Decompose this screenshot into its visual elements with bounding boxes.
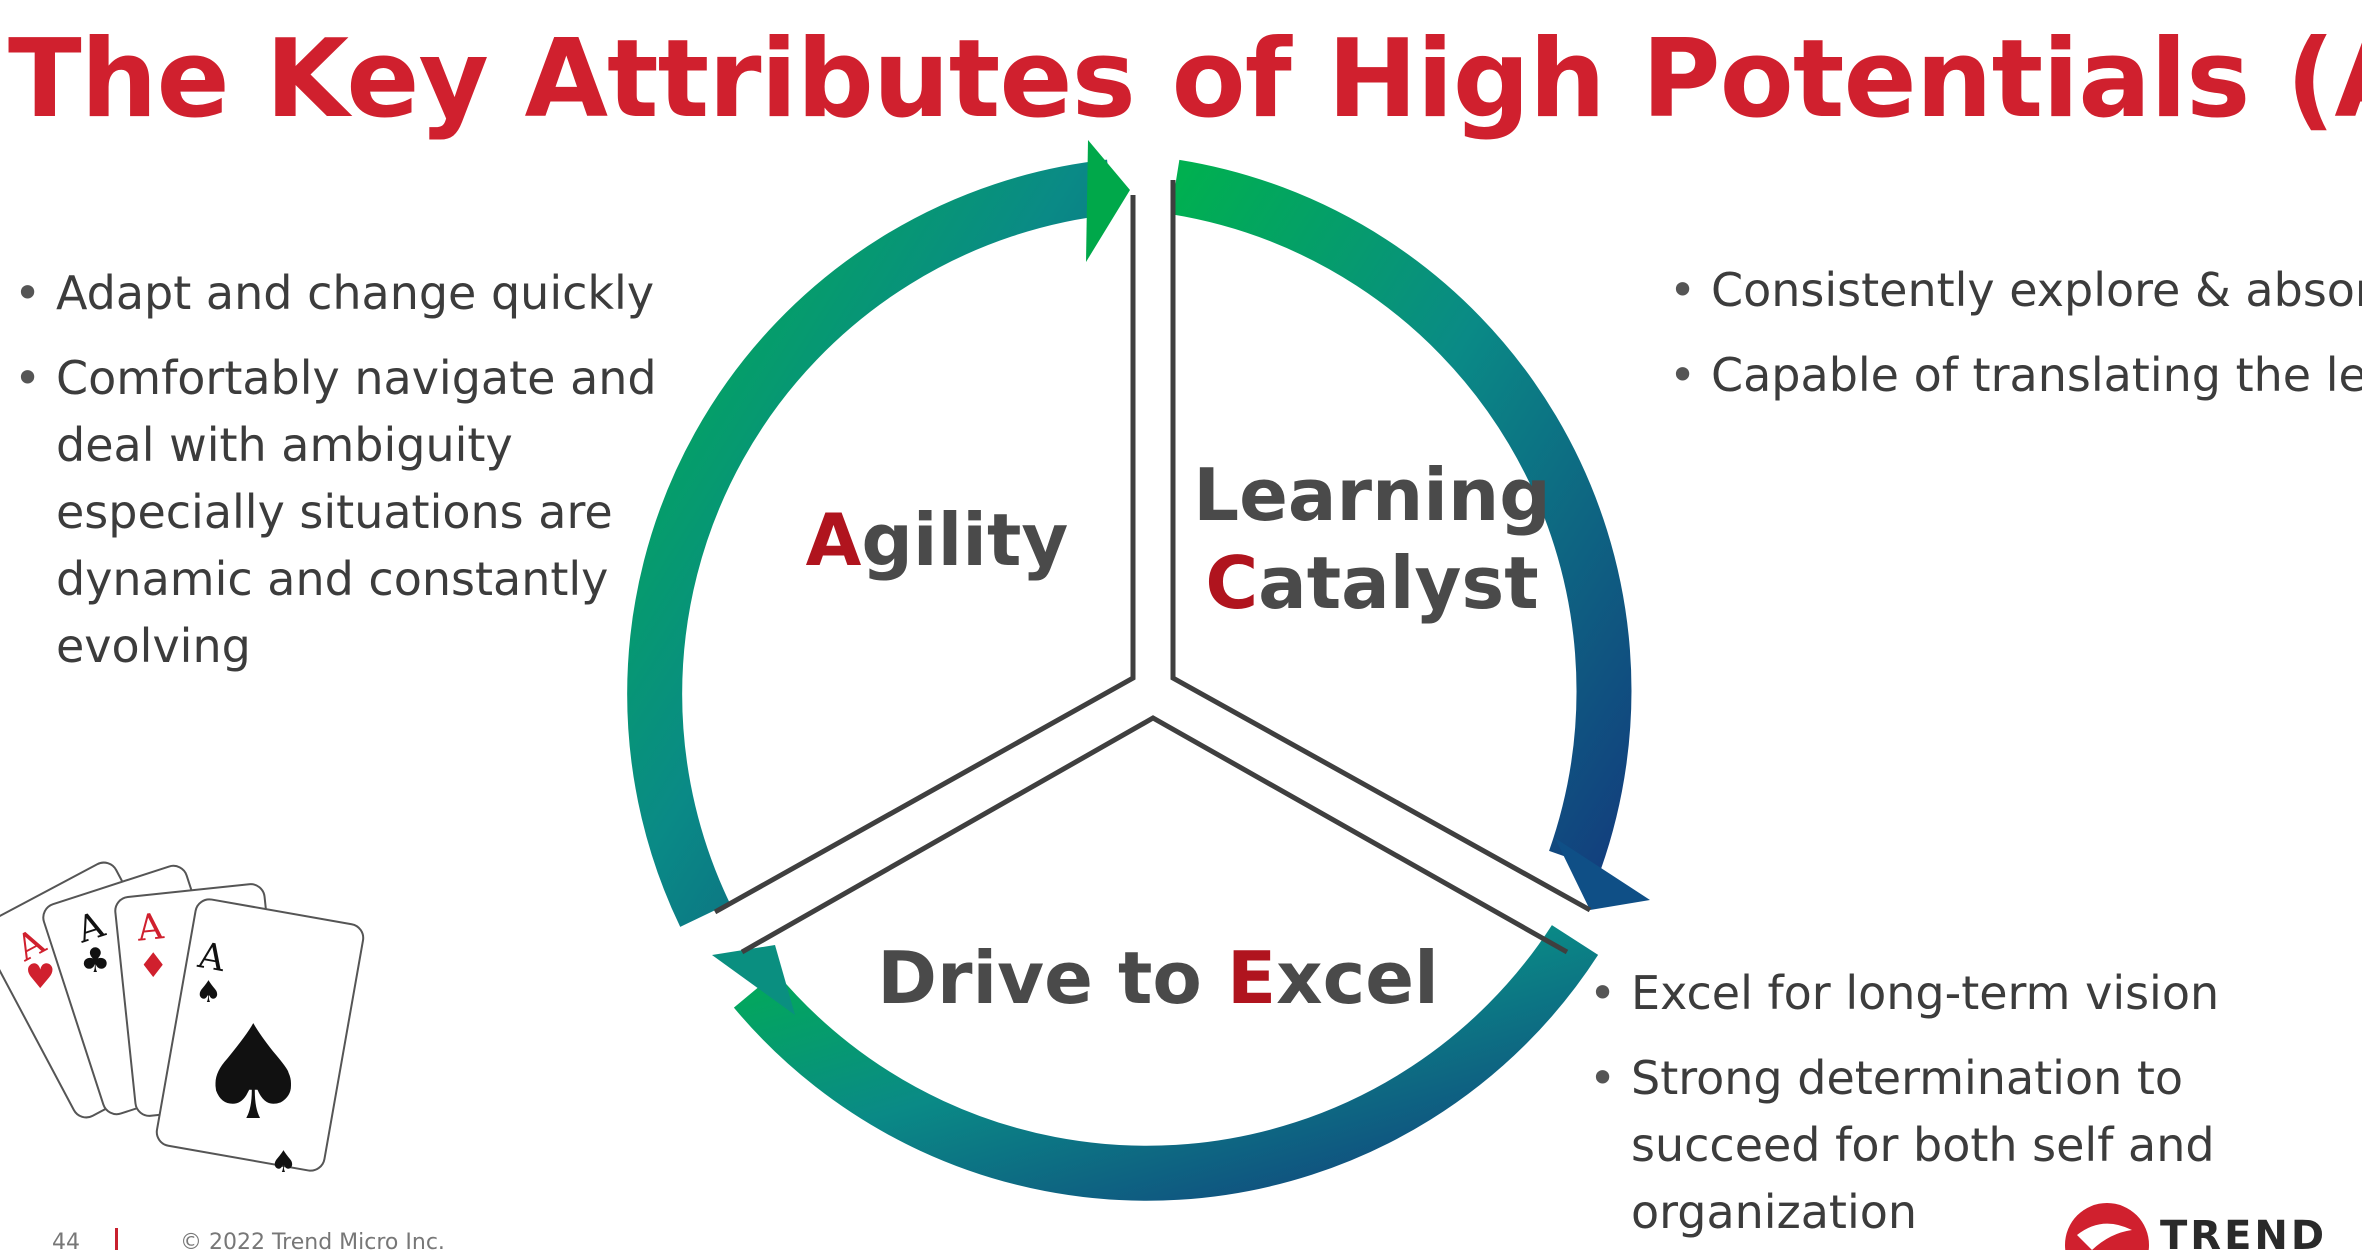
arrowhead-drive — [712, 945, 795, 1015]
arc-drive — [733, 925, 1599, 1201]
svg-text:A: A — [134, 906, 166, 950]
svg-text:♠: ♠ — [195, 997, 312, 1149]
bullet-item: Capable of translating the learning into… — [1665, 342, 2362, 409]
trend-ball-icon — [2065, 1203, 2149, 1250]
arrowhead-agility — [1086, 140, 1130, 262]
bullet-item: Consistently explore & absorb new ideas — [1665, 257, 2362, 324]
segment-dividers — [713, 180, 1592, 955]
segment-agility: Agility — [806, 498, 1069, 582]
svg-text:♣: ♣ — [80, 941, 110, 981]
drive-bullets: Excel for long-term vision Strong determ… — [1585, 960, 2285, 1250]
arrowhead-learning — [1555, 838, 1650, 910]
svg-text:♥: ♥ — [25, 957, 55, 997]
bullet-item: Excel for long-term vision — [1585, 960, 2285, 1027]
svg-text:♠: ♠ — [270, 1145, 297, 1180]
agility-bullets: Adapt and change quickly Comfortably nav… — [10, 260, 660, 698]
bullet-item: Strong determination to succeed for both… — [1585, 1045, 2285, 1246]
trend-micro-logo-icon: TREND — [2062, 1195, 2362, 1250]
segment-drive: Drive to Excel — [877, 936, 1439, 1020]
svg-text:♠: ♠ — [195, 975, 222, 1010]
page-number: 44 — [52, 1230, 80, 1250]
learning-bullets: Consistently explore & absorb new ideas … — [1665, 257, 2362, 427]
footer: 44 © 2022 Trend Micro Inc. — [52, 1228, 445, 1250]
logo-text: TREND — [2160, 1213, 2328, 1250]
copyright: © 2022 Trend Micro Inc. — [180, 1230, 445, 1250]
svg-text:♦: ♦ — [138, 946, 168, 986]
bullet-item: Adapt and change quickly — [10, 260, 660, 327]
bullet-item: Comfortably navigate and deal with ambig… — [10, 345, 660, 680]
segment-learning-line2: Catalyst — [1205, 541, 1538, 625]
arc-learning — [1170, 159, 1632, 870]
segment-learning-line1: Learning — [1193, 453, 1551, 537]
footer-divider — [115, 1228, 118, 1250]
slide-title: The Key Attributes of High Potentials (A… — [8, 17, 2362, 142]
playing-cards-icon: A ♥ A ♣ A ♦ A ♠ ♠ ♠ — [0, 861, 365, 1180]
arc-agility — [627, 159, 1113, 927]
